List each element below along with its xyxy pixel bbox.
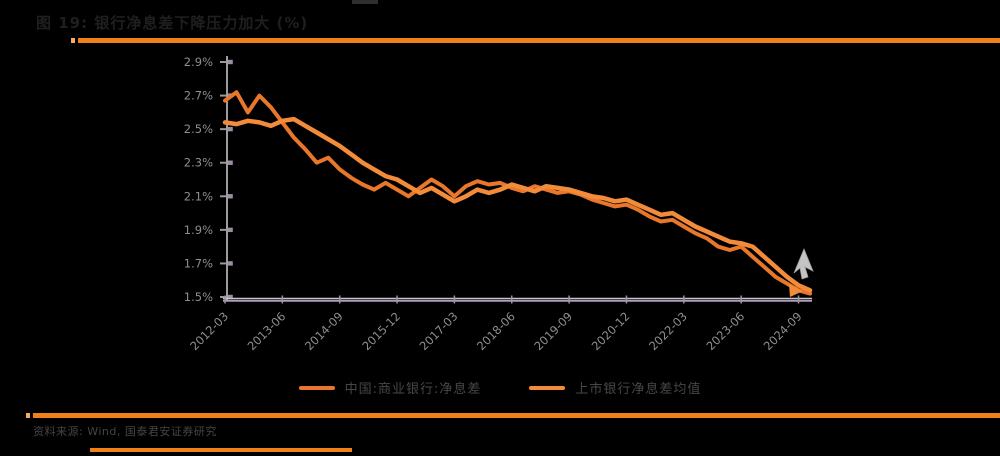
x-tick-label: 2022-03: [646, 309, 690, 353]
source-note: 资料来源: Wind, 国泰君安证券研究: [33, 425, 217, 438]
x-tick-label: 2019-09: [531, 309, 575, 353]
y-tick-label: 1.5%: [184, 290, 213, 304]
y-tick-label: 1.7%: [184, 256, 213, 270]
y-tick-label: 2.3%: [184, 156, 213, 170]
series-line-0: [223, 90, 812, 296]
legend-item-listed-banks[interactable]: 上市银行净息差均值: [529, 378, 701, 397]
y-tick-marker: [227, 227, 233, 233]
chart-legend: 中国:商业银行:净息差 上市银行净息差均值: [0, 378, 1000, 397]
legend-label-listed-banks: 上市银行净息差均值: [575, 382, 702, 397]
legend-item-commercial-banks[interactable]: 中国:商业银行:净息差: [298, 378, 482, 397]
accent-rule-bottom-tick: [26, 413, 30, 418]
x-tick-label: 2012-03: [187, 309, 231, 353]
accent-rule-bottom: [33, 413, 1000, 418]
accent-rule-top: [78, 38, 1000, 43]
cropped-text-fragment: [352, 0, 378, 4]
x-tick-label: 2014-09: [302, 309, 346, 353]
x-tick-label: 2013-06: [245, 309, 289, 353]
x-tick-label: 2018-06: [474, 309, 518, 353]
y-tick-label: 1.9%: [184, 223, 213, 237]
y-tick-marker: [227, 59, 233, 65]
y-tick-label: 2.7%: [184, 89, 213, 103]
legend-label-commercial-banks: 中国:商业银行:净息差: [344, 382, 482, 397]
y-tick-label: 2.9%: [184, 55, 213, 69]
x-tick-label: 2017-03: [417, 309, 461, 353]
end-annotations: [789, 247, 814, 297]
x-tick-label: 2015-12: [359, 309, 403, 353]
figure-title: 图 19: 银行净息差下降压力加大 (%): [36, 14, 309, 32]
series-line-1: [222, 116, 813, 293]
accent-rule-top-tick: [71, 38, 75, 43]
x-tick-label: 2023-06: [703, 309, 747, 353]
legend-line-swatch-listed-banks: [529, 385, 566, 390]
y-tick-marker: [227, 160, 233, 165]
y-tick-marker: [227, 126, 233, 132]
mouse-cursor-icon: [793, 247, 814, 280]
x-tick-label: 2020-12: [589, 309, 633, 353]
y-tick-marker: [227, 194, 233, 199]
accent-rule-partial: [90, 448, 352, 452]
y-tick-label: 2.1%: [184, 189, 213, 203]
legend-line-swatch-commercial-banks: [298, 385, 335, 390]
y-tick-marker: [227, 294, 233, 300]
trend-arrowhead-icon: [789, 284, 803, 297]
y-tick-label: 2.5%: [184, 122, 213, 136]
y-tick-marker: [227, 261, 233, 266]
x-tick-label: 2024-09: [761, 309, 805, 353]
